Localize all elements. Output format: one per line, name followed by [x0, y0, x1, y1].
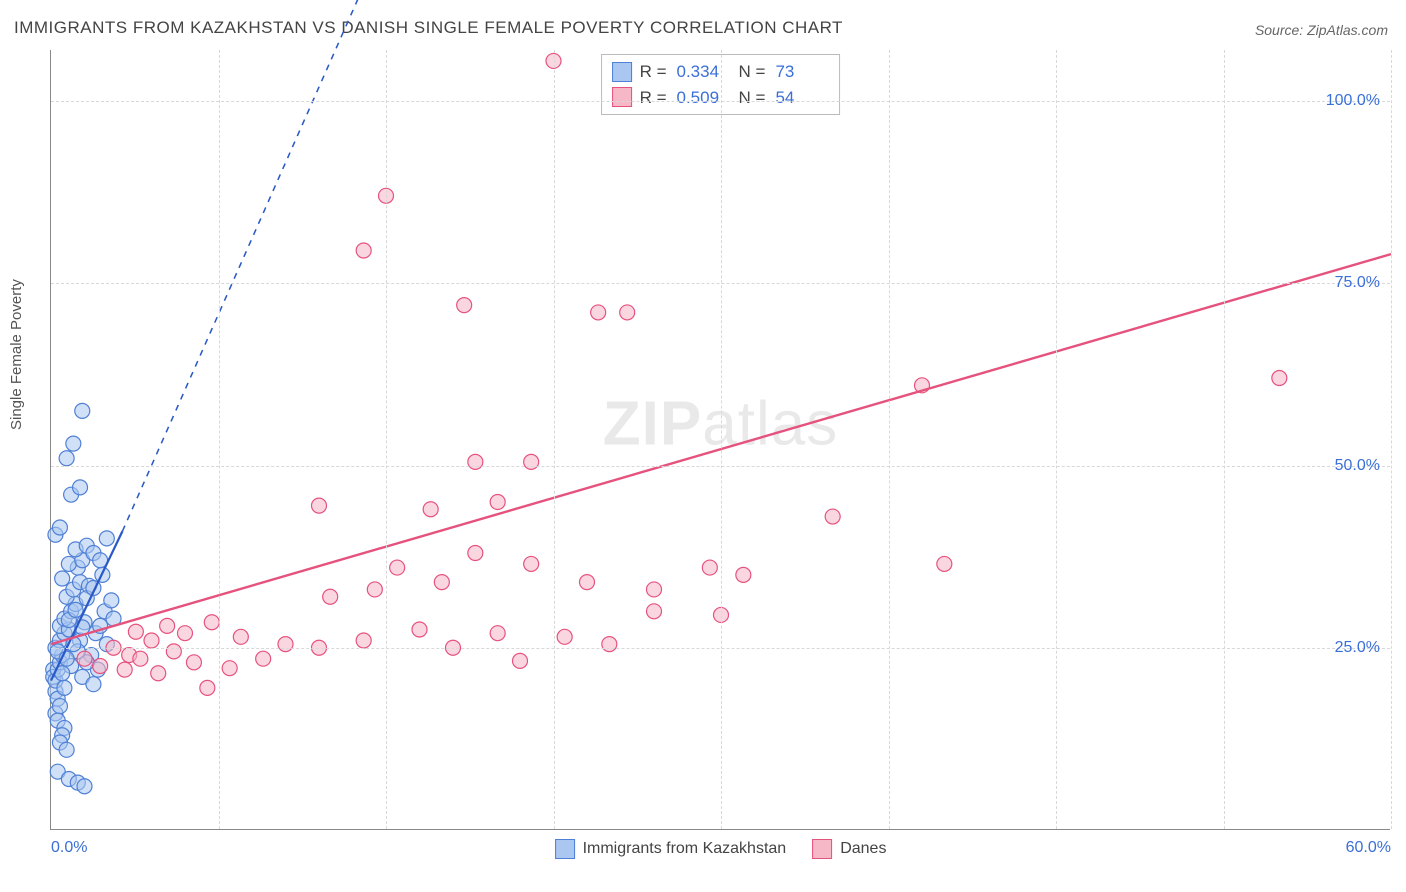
scatter-point — [468, 454, 483, 469]
scatter-point — [457, 298, 472, 313]
scatter-point — [256, 651, 271, 666]
y-tick-label: 50.0% — [1335, 457, 1380, 475]
scatter-point — [166, 644, 181, 659]
scatter-point — [99, 531, 114, 546]
scatter-point — [86, 677, 101, 692]
scatter-point — [736, 567, 751, 582]
scatter-point — [356, 633, 371, 648]
scatter-point — [434, 575, 449, 590]
scatter-point — [133, 651, 148, 666]
scatter-point — [144, 633, 159, 648]
scatter-point — [68, 602, 83, 617]
gridline-v — [1056, 50, 1057, 829]
scatter-point — [323, 589, 338, 604]
x-tick-label: 0.0% — [51, 839, 87, 857]
scatter-point — [602, 637, 617, 652]
scatter-point — [278, 637, 293, 652]
scatter-point — [59, 742, 74, 757]
scatter-point — [52, 520, 67, 535]
scatter-point — [77, 779, 92, 794]
scatter-point — [117, 662, 132, 677]
scatter-point — [128, 624, 143, 639]
scatter-point — [151, 666, 166, 681]
scatter-point — [412, 622, 427, 637]
scatter-point — [423, 502, 438, 517]
plot-area: ZIPatlas R = 0.334 N = 73 R = 0.509 N = … — [50, 50, 1390, 830]
scatter-point — [591, 305, 606, 320]
scatter-point — [61, 556, 76, 571]
gridline-v — [889, 50, 890, 829]
legend-series: Immigrants from Kazakhstan Danes — [555, 839, 887, 859]
scatter-point — [825, 509, 840, 524]
scatter-point — [77, 651, 92, 666]
scatter-point — [937, 556, 952, 571]
scatter-point — [104, 593, 119, 608]
scatter-point — [204, 615, 219, 630]
y-tick-label: 75.0% — [1335, 274, 1380, 292]
scatter-point — [52, 699, 67, 714]
source-credit: Source: ZipAtlas.com — [1255, 22, 1388, 38]
scatter-point — [620, 305, 635, 320]
trend-line-extrapolated — [122, 0, 441, 531]
scatter-point — [524, 454, 539, 469]
scatter-point — [55, 571, 70, 586]
scatter-point — [59, 451, 74, 466]
legend-item: Immigrants from Kazakhstan — [555, 839, 787, 859]
scatter-point — [390, 560, 405, 575]
scatter-point — [66, 436, 81, 451]
legend-label: Danes — [840, 840, 886, 858]
legend-label: Immigrants from Kazakhstan — [583, 840, 787, 858]
scatter-point — [186, 655, 201, 670]
gridline-v — [1224, 50, 1225, 829]
scatter-point — [57, 680, 72, 695]
y-tick-label: 25.0% — [1335, 639, 1380, 657]
scatter-point — [647, 582, 662, 597]
scatter-point — [367, 582, 382, 597]
gridline-v — [219, 50, 220, 829]
scatter-point — [200, 680, 215, 695]
scatter-point — [513, 653, 528, 668]
scatter-point — [356, 243, 371, 258]
legend-item: Danes — [812, 839, 886, 859]
gridline-v — [721, 50, 722, 829]
scatter-point — [647, 604, 662, 619]
gridline-v — [386, 50, 387, 829]
scatter-point — [312, 498, 327, 513]
scatter-point — [233, 629, 248, 644]
legend-swatch-blue — [555, 839, 575, 859]
y-tick-label: 100.0% — [1326, 92, 1380, 110]
scatter-point — [73, 480, 88, 495]
gridline-v — [1391, 50, 1392, 829]
scatter-point — [490, 494, 505, 509]
scatter-point — [160, 618, 175, 633]
scatter-point — [1272, 371, 1287, 386]
scatter-point — [490, 626, 505, 641]
x-tick-label: 60.0% — [1346, 839, 1391, 857]
gridline-v — [554, 50, 555, 829]
scatter-point — [557, 629, 572, 644]
scatter-point — [580, 575, 595, 590]
scatter-point — [93, 658, 108, 673]
scatter-point — [468, 545, 483, 560]
scatter-point — [178, 626, 193, 641]
scatter-point — [222, 661, 237, 676]
legend-swatch-pink — [812, 839, 832, 859]
y-axis-label: Single Female Poverty — [8, 279, 25, 430]
chart-title: IMMIGRANTS FROM KAZAKHSTAN VS DANISH SIN… — [14, 18, 843, 38]
scatter-point — [702, 560, 717, 575]
scatter-point — [75, 403, 90, 418]
scatter-point — [524, 556, 539, 571]
